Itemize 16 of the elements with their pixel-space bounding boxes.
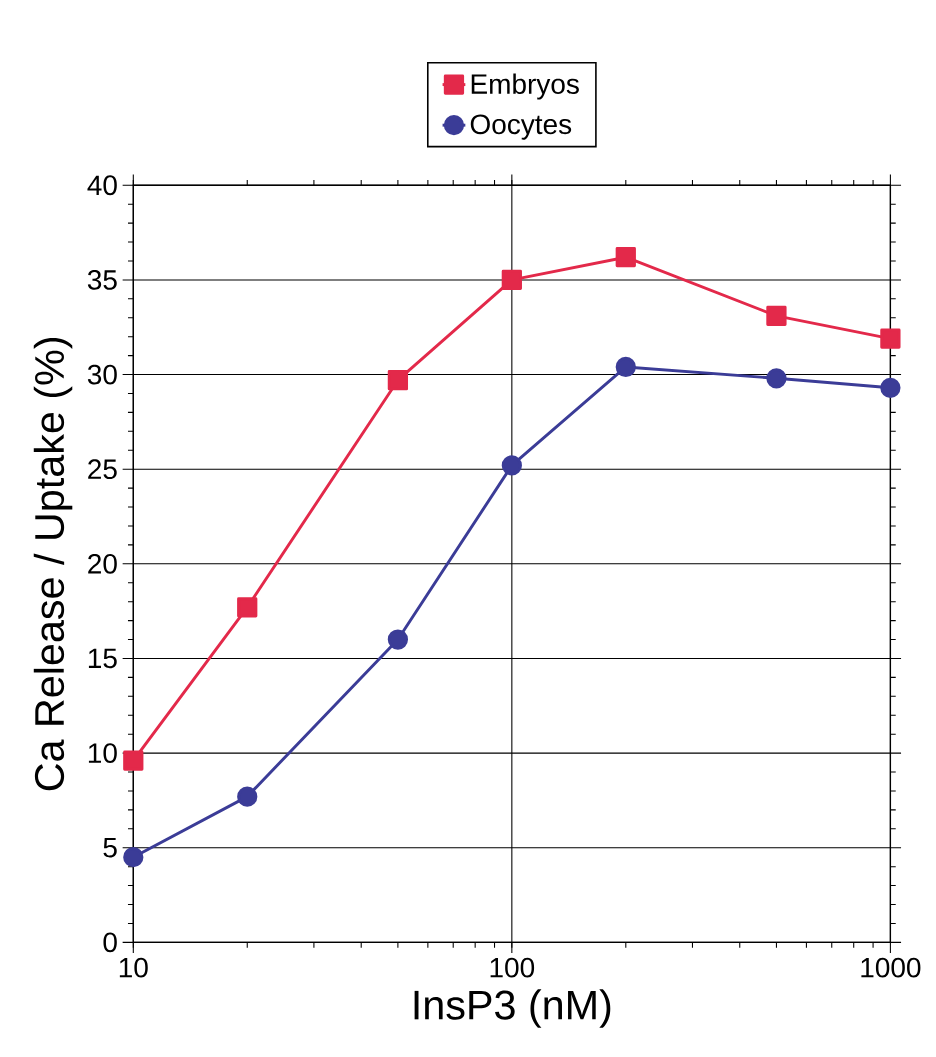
x-tick-label: 10 <box>120 957 148 978</box>
legend-label: Oocytes <box>470 114 572 140</box>
y-axis-title: Ca Release / Uptake (%) <box>33 337 73 791</box>
y-tick-label: 5 <box>103 837 117 858</box>
x-tick-label: 100 <box>490 957 535 978</box>
y-tick-label: 15 <box>89 648 117 669</box>
y-tick-label: 35 <box>88 270 117 290</box>
x-axis-title: InsP3 (nM) <box>414 989 611 1028</box>
y-tick-label: 40 <box>87 175 117 196</box>
y-tick-label: 0 <box>103 932 117 953</box>
legend-label: Embryos <box>471 73 580 100</box>
y-tick-label: 30 <box>88 364 117 385</box>
y-tick-label: 10 <box>89 743 117 763</box>
y-tick-label: 25 <box>88 459 117 480</box>
x-tick-label: 1000 <box>861 957 921 978</box>
y-tick-label: 20 <box>88 553 117 574</box>
